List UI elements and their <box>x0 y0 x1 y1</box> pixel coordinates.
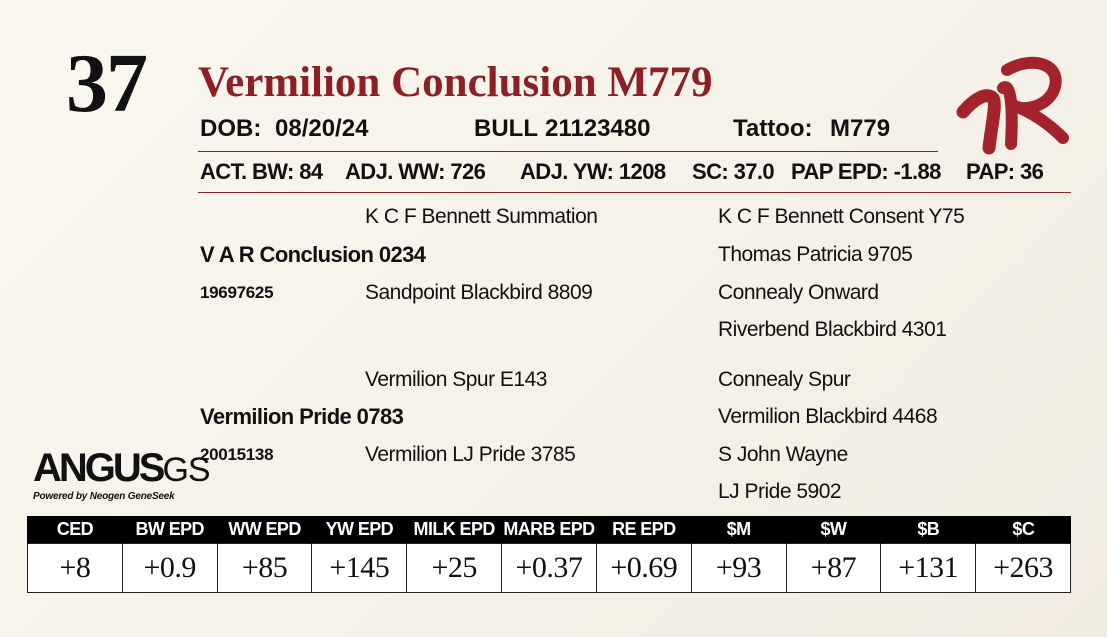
epd-header-ced: CED <box>27 516 123 544</box>
dam-sire-sire: Connealy Spur <box>718 368 851 391</box>
epd-header-w: $W <box>785 516 881 544</box>
epd-value-b: +131 <box>880 543 977 593</box>
dam-dam-dam: LJ Pride 5902 <box>718 480 842 503</box>
epd-value-row: +8 +0.9 +85 +145 +25 +0.37 +0.69 +93 +87… <box>27 543 1071 593</box>
dob-value: 08/20/24 <box>275 115 369 142</box>
sex-label: BULL <box>474 115 538 142</box>
epd-value-bw: +0.9 <box>121 543 218 593</box>
dam-sire-dam: Vermilion Blackbird 4468 <box>718 405 938 428</box>
angus-gs-logo: ANGUSGS Powered by Neogen GeneSeek <box>33 446 211 505</box>
lot-number: 37 <box>66 37 148 130</box>
tattoo-label: Tattoo: <box>733 115 813 142</box>
brand-tagline: Powered by Neogen GeneSeek <box>33 491 175 502</box>
scrotal-circumference: SC: 37.0 <box>692 159 775 184</box>
dam-sire: Vermilion Spur E143 <box>365 368 547 391</box>
dob-label: DOB: <box>200 115 262 142</box>
sire-sire-sire: K C F Bennett Consent Y75 <box>718 205 965 228</box>
epd-header-m: $M <box>690 516 786 544</box>
sire-sire-dam: Thomas Patricia 9705 <box>718 243 913 266</box>
divider-bottom <box>198 192 1071 193</box>
epd-header-bw: BW EPD <box>121 516 218 544</box>
brand-wordmark: ANGUSGS <box>33 446 211 491</box>
sire-dam-dam: Riverbend Blackbird 4301 <box>718 318 947 341</box>
registration-number: 21123480 <box>545 115 651 142</box>
sire-name: V A R Conclusion 0234 <box>200 242 426 267</box>
epd-header-b: $B <box>880 516 976 544</box>
epd-value-yw: +145 <box>311 543 408 593</box>
pap-score: PAP: 36 <box>966 159 1044 184</box>
adjusted-yearling-weight: ADJ. YW: 1208 <box>520 159 666 184</box>
epd-value-marb: +0.37 <box>501 543 597 593</box>
epd-header-row: CED BW EPD WW EPD YW EPD MILK EPD MARB E… <box>27 516 1071 544</box>
dam-dam-sire: S John Wayne <box>718 443 848 466</box>
epd-header-marb: MARB EPD <box>501 516 597 544</box>
actual-birth-weight: ACT. BW: 84 <box>200 159 323 184</box>
epd-header-c: $C <box>975 516 1071 544</box>
epd-header-ww: WW EPD <box>216 516 312 544</box>
sire-dam: Sandpoint Blackbird 8809 <box>365 281 593 304</box>
brand-suffix-text: GS <box>162 451 210 489</box>
vr-logo-icon <box>956 56 1069 155</box>
animal-name: Vermilion Conclusion M779 <box>198 59 713 106</box>
epd-header-re: RE EPD <box>595 516 692 544</box>
dam-registration: 20015138 <box>200 445 274 464</box>
tattoo-value: M779 <box>830 115 891 142</box>
epd-value-re: +0.69 <box>595 543 692 593</box>
dam-dam: Vermilion LJ Pride 3785 <box>365 443 576 466</box>
brand-main-text: ANGUS <box>33 446 165 490</box>
epd-value-c: +263 <box>975 543 1071 593</box>
epd-header-milk: MILK EPD <box>406 516 502 544</box>
epd-header-yw: YW EPD <box>311 516 407 544</box>
epd-value-w: +87 <box>785 543 882 593</box>
divider-top <box>198 151 938 152</box>
pap-epd: PAP EPD: -1.88 <box>791 159 941 184</box>
epd-value-ced: +8 <box>27 543 123 593</box>
epd-table: CED BW EPD WW EPD YW EPD MILK EPD MARB E… <box>27 516 1071 593</box>
sire-registration: 19697625 <box>200 283 274 302</box>
sire-dam-sire: Connealy Onward <box>718 281 879 304</box>
epd-value-milk: +25 <box>406 543 503 593</box>
epd-value-m: +93 <box>690 543 787 593</box>
sire-sire: K C F Bennett Summation <box>365 205 598 228</box>
dam-name: Vermilion Pride 0783 <box>200 404 404 429</box>
adjusted-weaning-weight: ADJ. WW: 726 <box>345 159 486 184</box>
epd-value-ww: +85 <box>216 543 313 593</box>
